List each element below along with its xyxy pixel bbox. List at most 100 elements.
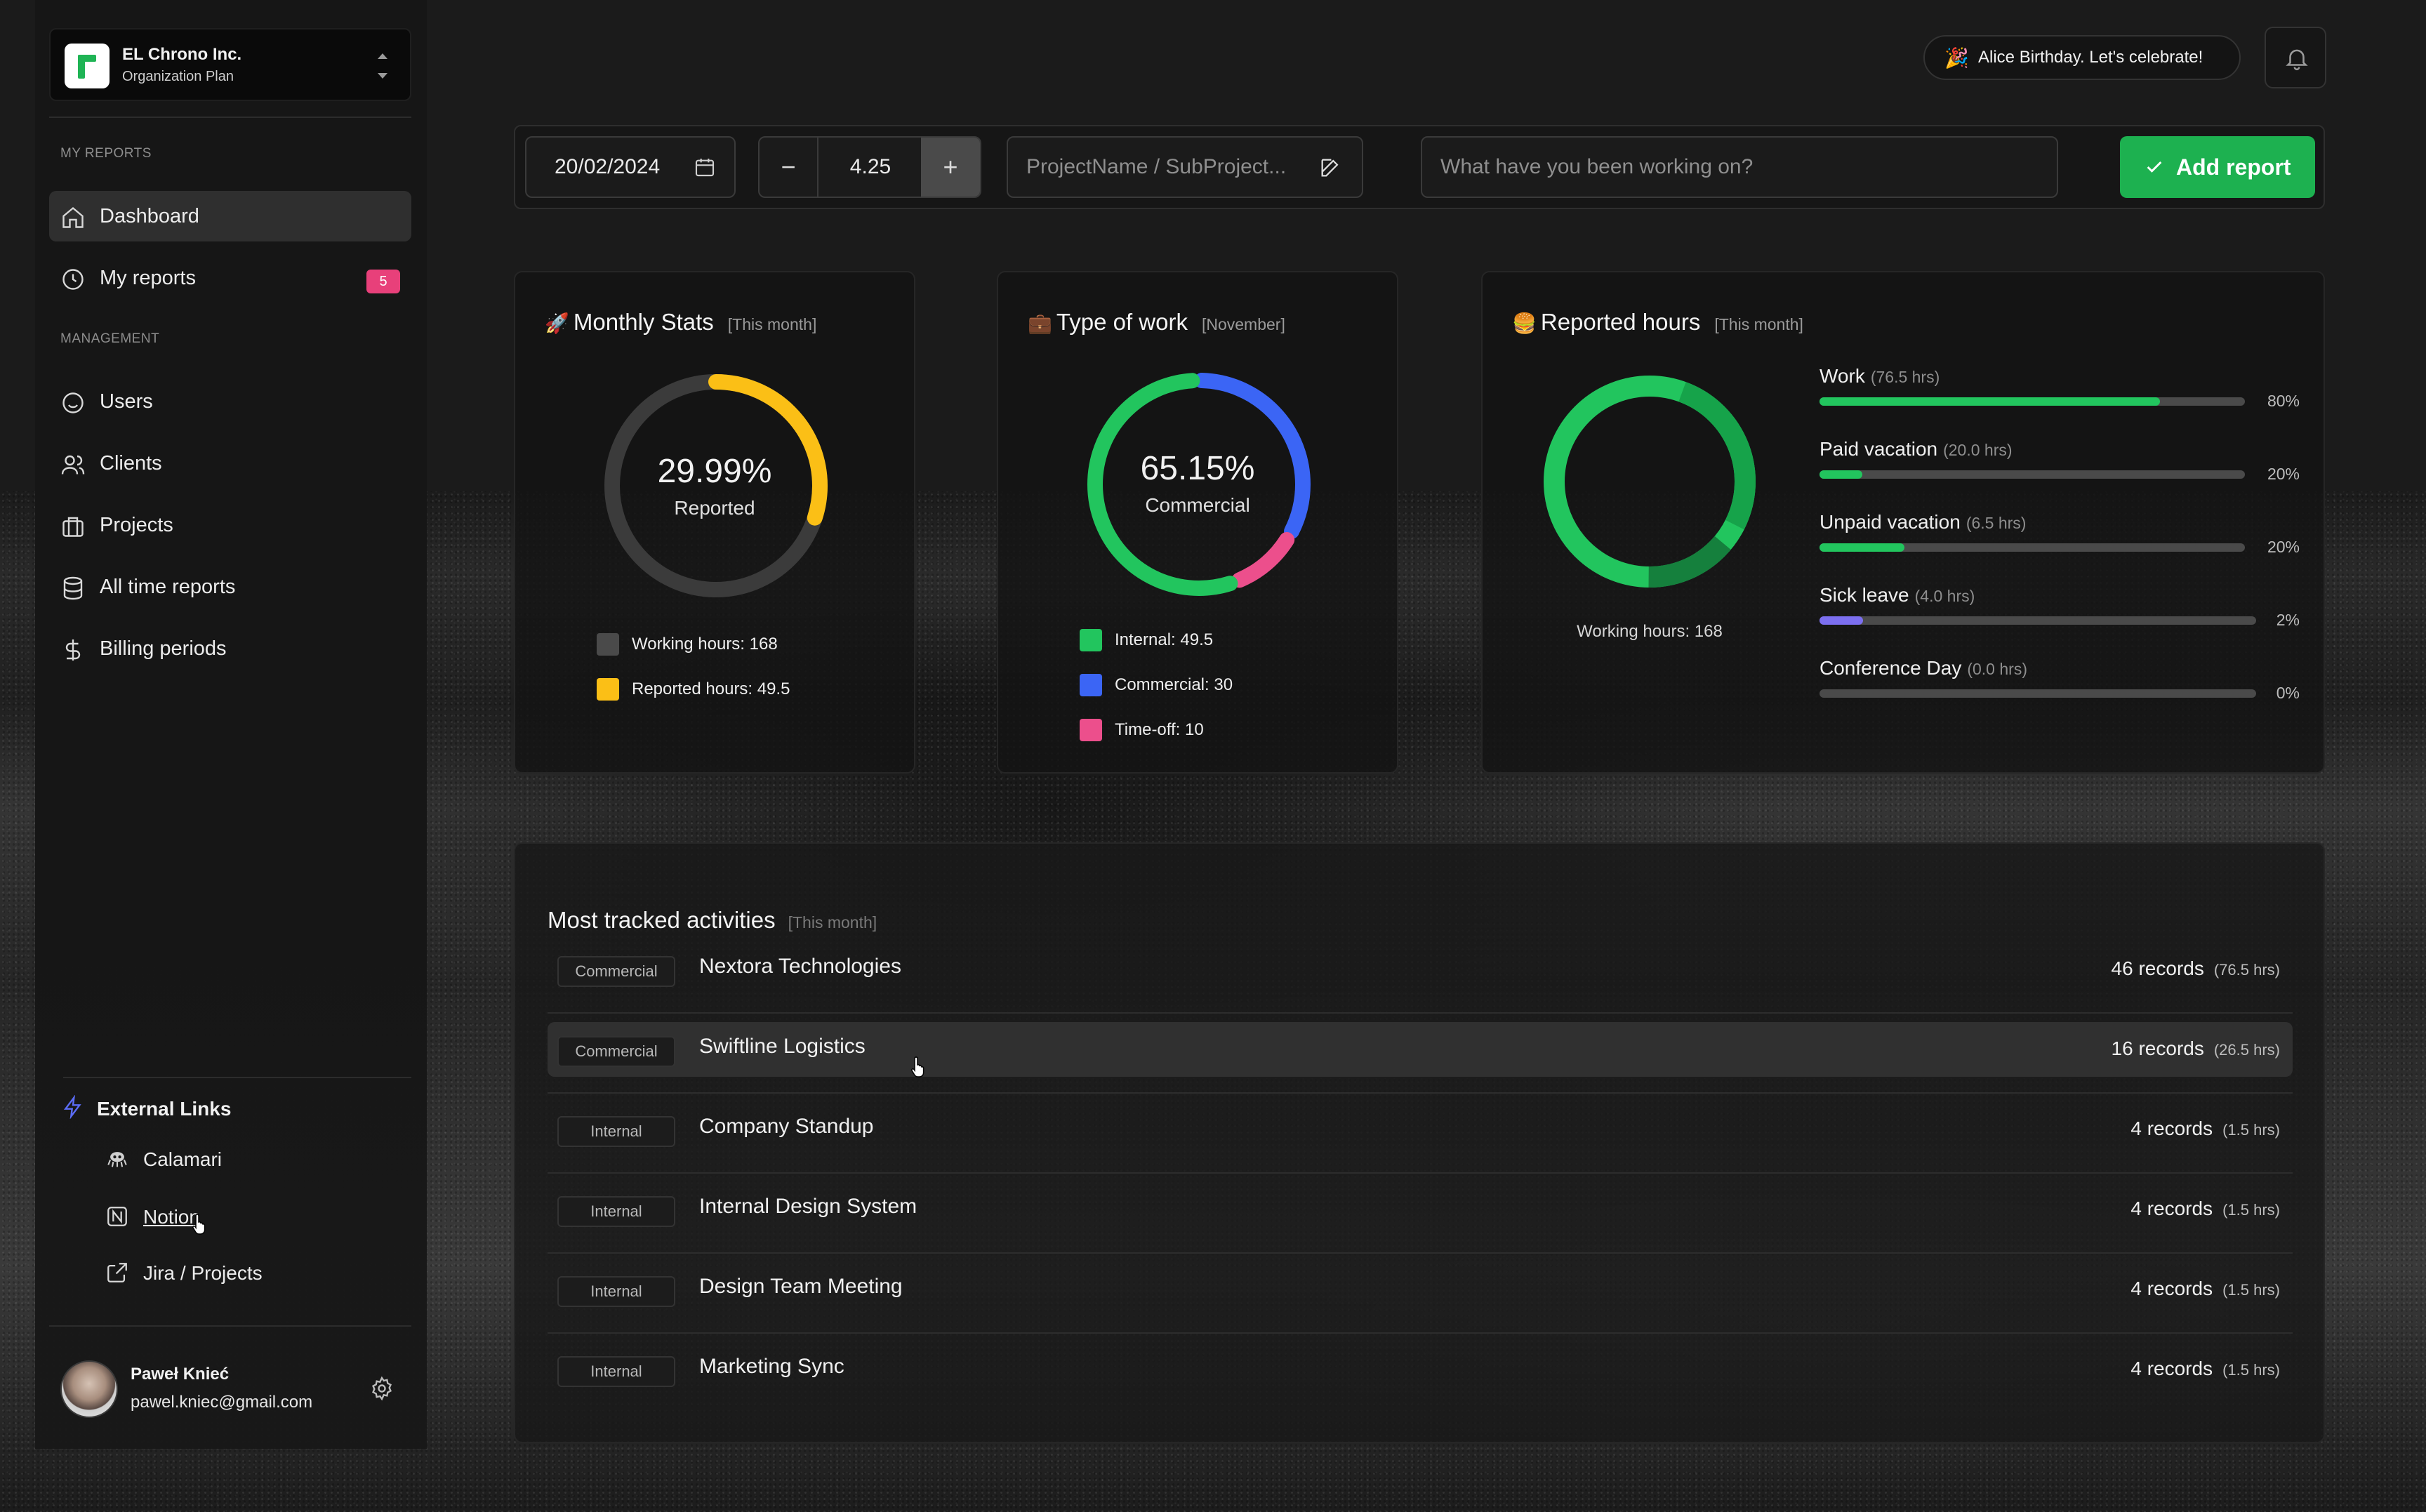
legend-label: Commercial:: [1115, 675, 1209, 694]
notion-icon: [107, 1207, 127, 1226]
row-divider: [548, 1012, 2293, 1014]
chevron-updown-icon[interactable]: [375, 51, 389, 81]
activity-records: 16 records (26.5 hrs): [2112, 1037, 2280, 1060]
add-report-label: Add report: [2176, 154, 2291, 180]
bar-hours: (0.0 hrs): [1967, 660, 2027, 678]
activity-row[interactable]: Commercial Swiftline Logistics 16 record…: [548, 1022, 2293, 1077]
bar-label: Unpaid vacation (6.5 hrs): [1820, 511, 2026, 533]
records-count: 4 records: [2130, 1118, 2213, 1139]
user-profile[interactable]: Paweł Knieć pawel.kniec@gmail.com: [60, 1358, 411, 1419]
records-hours: (76.5 hrs): [2213, 961, 2280, 979]
external-link-label: Jira / Projects: [143, 1262, 263, 1284]
sidebar-item-projects[interactable]: Projects: [49, 500, 411, 550]
working-hours-caption: Working hours: 168: [1577, 622, 1723, 641]
date-value: 20/02/2024: [555, 155, 661, 178]
home-icon: [62, 206, 84, 228]
activity-row[interactable]: Internal Marketing Sync 4 records (1.5 hr…: [548, 1342, 2293, 1397]
external-link-calamari[interactable]: Calamari: [105, 1139, 400, 1181]
activity-row[interactable]: Internal Design Team Meeting 4 records (1…: [548, 1262, 2293, 1317]
legend-value: 168: [749, 635, 778, 654]
legend-value: 49.5: [757, 679, 790, 698]
gear-icon[interactable]: [369, 1376, 395, 1401]
sidebar-item-dashboard[interactable]: Dashboard: [49, 191, 411, 241]
cursor-hand-icon: [911, 1056, 924, 1077]
bar-label-text: Work: [1820, 365, 1865, 387]
rocket-icon: 🚀: [545, 312, 569, 335]
organization-switcher[interactable]: EL Chrono Inc. Organization Plan: [49, 28, 411, 101]
bar-label-text: Paid vacation: [1820, 438, 1938, 460]
type-of-work-donut-chart: [1087, 373, 1311, 596]
cursor-hand-icon: [192, 1214, 206, 1235]
date-picker[interactable]: 20/02/2024: [525, 136, 736, 198]
external-link-notion[interactable]: Notion: [105, 1196, 400, 1238]
briefcase-emoji-icon: 💼: [1028, 312, 1052, 335]
section-label-management: MANAGEMENT: [60, 331, 160, 346]
org-logo: [65, 44, 110, 88]
legend-swatch: [1080, 674, 1102, 696]
smile-icon: [62, 392, 84, 413]
bar-fill: [1820, 397, 2160, 406]
add-report-button[interactable]: Add report: [2120, 136, 2315, 198]
donut-percent: 65.15%: [1140, 450, 1255, 487]
legend-label: Internal:: [1115, 630, 1176, 649]
reports-count-badge: 5: [366, 270, 400, 293]
donut-label: Reported: [674, 497, 755, 519]
edit-icon[interactable]: [1318, 156, 1342, 180]
sidebar-item-clients[interactable]: Clients: [49, 438, 411, 489]
hours-value[interactable]: 4.25: [849, 155, 891, 178]
legend-label: Reported hours:: [632, 679, 753, 698]
legend-working-hours: Working hours: 168: [597, 633, 778, 656]
reported-hours-donut-chart: [1544, 376, 1756, 588]
sidebar-item-users[interactable]: Users: [49, 376, 411, 427]
card-title: 🚀 Monthly Stats [This month]: [545, 309, 816, 336]
bar-track: [1820, 689, 2256, 698]
sidebar-item-label: My reports: [100, 266, 196, 289]
report-form: 20/02/2024 − 4.25 + ProjectName / SubPro…: [514, 125, 2325, 209]
bell-icon: [2286, 49, 2308, 71]
dollar-icon: [65, 639, 81, 661]
activity-tag: Internal: [557, 1116, 675, 1147]
database-icon: [63, 576, 83, 600]
card-title-text: Type of work: [1056, 309, 1188, 335]
sidebar-item-my-reports[interactable]: My reports 5: [49, 253, 411, 303]
bar-fill: [1820, 616, 1864, 625]
calendar-icon[interactable]: [694, 156, 716, 178]
legend-swatch: [597, 633, 619, 656]
row-divider: [548, 1332, 2293, 1334]
activity-name: Swiftline Logistics: [699, 1035, 866, 1058]
bar-track: [1820, 470, 2245, 479]
calamari-icon: [107, 1152, 127, 1167]
donut-percent: 29.99%: [657, 453, 772, 490]
notifications-button[interactable]: [2265, 27, 2326, 88]
records-count: 4 records: [2130, 1358, 2213, 1379]
reported-donut-chart: [604, 374, 828, 597]
birthday-notice[interactable]: 🎉 Alice Birthday. Let's celebrate!: [1923, 35, 2241, 80]
activity-tag: Internal: [557, 1196, 675, 1227]
external-link-jira[interactable]: Jira / Projects: [105, 1252, 400, 1294]
sidebar-item-billing-periods[interactable]: Billing periods: [49, 623, 411, 674]
external-link-icon: [107, 1263, 127, 1282]
activity-row[interactable]: Internal Internal Design System 4 record…: [548, 1182, 2293, 1237]
increment-button[interactable]: +: [921, 138, 980, 197]
records-count: 16 records: [2111, 1037, 2204, 1059]
activities-title: Most tracked activities [This month]: [548, 907, 877, 934]
external-link-label: Notion: [143, 1206, 200, 1228]
donut-arc-internal: [1087, 373, 1311, 596]
activities-period: [This month]: [788, 913, 877, 931]
description-field[interactable]: [1421, 136, 2058, 198]
card-title: 🍔 Reported hours [This month]: [1512, 309, 1803, 336]
bar-label-text: Unpaid vacation: [1820, 511, 1961, 533]
legend-time-off: Time-off: 10: [1080, 719, 1204, 741]
sidebar-item-all-time-reports[interactable]: All time reports: [49, 562, 411, 612]
activity-row[interactable]: Internal Company Standup 4 records (1.5 h…: [548, 1102, 2293, 1157]
legend-swatch: [1080, 629, 1102, 651]
check-icon: [2147, 161, 2162, 173]
description-input[interactable]: [1440, 155, 2044, 179]
legend-internal: Internal: 49.5: [1080, 629, 1213, 651]
briefcase-icon: [62, 517, 84, 537]
decrement-button[interactable]: −: [760, 138, 818, 197]
project-selector[interactable]: ProjectName / SubProject...: [1007, 136, 1363, 198]
activity-row[interactable]: Commercial Nextora Technologies 46 recor…: [548, 942, 2293, 997]
divider: [49, 1325, 411, 1327]
card-title-text: Reported hours: [1540, 309, 1701, 335]
